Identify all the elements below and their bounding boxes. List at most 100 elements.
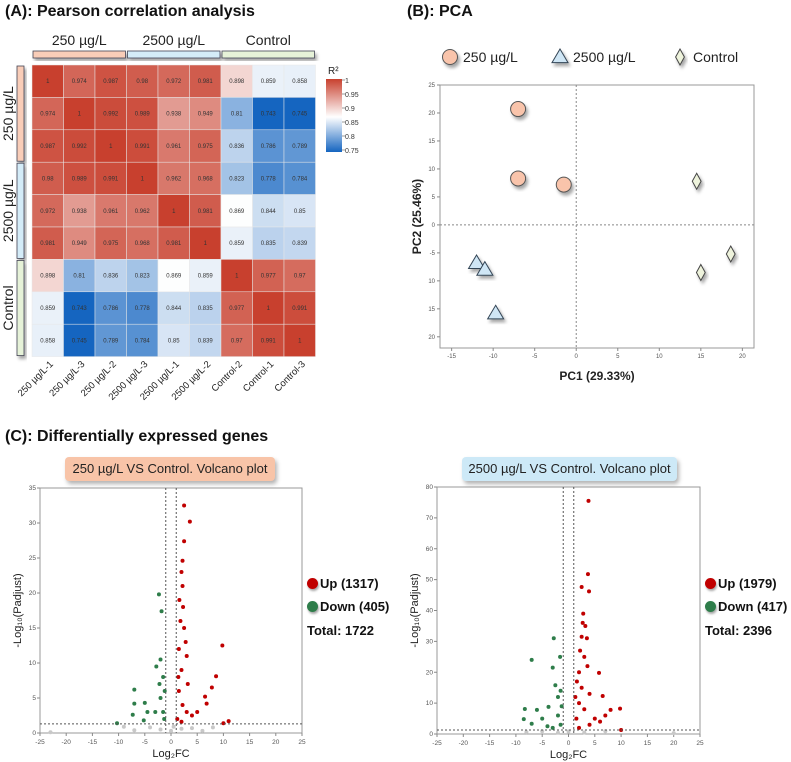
pca-y-tick-label: 20 xyxy=(428,335,435,341)
heatmap-cell-value: 0.859 xyxy=(40,306,56,312)
heatmap-cell-value: 0.745 xyxy=(72,338,88,344)
volcano-point xyxy=(579,585,584,590)
heatmap-cell-value: 0.98 xyxy=(136,79,148,85)
heatmap-cell xyxy=(157,129,190,163)
heatmap-cell-value: 0.949 xyxy=(198,112,214,118)
volcano-point xyxy=(585,572,590,577)
volcano-x-tick-label: 20 xyxy=(272,739,280,746)
pca-point-diamond xyxy=(695,263,706,282)
volcano-point xyxy=(579,685,584,690)
heatmap-cell xyxy=(283,226,316,260)
volcano-point xyxy=(179,570,184,574)
colorbar-title: R² xyxy=(328,66,339,77)
down-dot-icon xyxy=(705,601,716,612)
volcano-y-tick-label: 10 xyxy=(29,660,37,667)
up-dot-icon xyxy=(307,578,318,589)
heatmap-cell-value: 0.968 xyxy=(198,176,214,182)
legend-label: Down (405) xyxy=(320,599,390,614)
heatmap-group-bar xyxy=(32,50,126,59)
heatmap-cell-value: 0.938 xyxy=(166,112,182,118)
heatmap-cell xyxy=(252,161,285,195)
volcano-plot-area xyxy=(39,487,303,734)
volcano-point xyxy=(577,725,582,730)
pca-point-diamond xyxy=(691,172,702,191)
volcano-point xyxy=(587,691,592,696)
volcano-x-tick-label: -10 xyxy=(114,739,124,746)
pca-legend-label: 2500 µg/L xyxy=(573,49,636,65)
volcano-x-tick-label: 20 xyxy=(670,740,678,747)
heatmap-cell-value: 0.977 xyxy=(261,274,277,280)
heatmap-cell-value: 0.743 xyxy=(261,112,277,118)
heatmap-cell xyxy=(157,161,190,195)
heatmap-cell xyxy=(126,97,159,131)
heatmap-cell-value: 0.991 xyxy=(135,144,151,150)
pca-x-tick-label: 15 xyxy=(697,354,704,360)
volcano-point xyxy=(608,707,613,712)
volcano-y-tick-label: 35 xyxy=(29,485,37,492)
volcano-1-total: Total: 1722 xyxy=(307,623,374,638)
heatmap-column-label: Control-1 xyxy=(241,359,276,394)
volcano-point xyxy=(176,647,181,651)
volcano-point xyxy=(209,685,214,690)
volcano-point xyxy=(162,717,167,721)
heatmap-cell-value: 0.975 xyxy=(198,144,214,150)
heatmap-cell-value: 0.81 xyxy=(231,112,243,118)
volcano-point xyxy=(578,648,583,653)
pca-legend-marker-triangle xyxy=(551,48,569,64)
heatmap-cell-value: 0.789 xyxy=(292,144,308,150)
heatmap-cell-value: 0.97 xyxy=(294,274,306,280)
heatmap-group-bar xyxy=(221,50,315,59)
heatmap-cell-value: 0.987 xyxy=(103,79,119,85)
volcano-point xyxy=(598,719,603,724)
heatmap-cell xyxy=(189,129,222,163)
heatmap-cell xyxy=(252,226,285,260)
heatmap-cell xyxy=(94,226,127,260)
volcano-x-tick-label: -20 xyxy=(61,739,71,746)
volcano-point xyxy=(132,728,137,733)
pca-x-tick-label: 10 xyxy=(656,354,663,360)
volcano-point xyxy=(574,679,579,684)
heatmap-cell-value: 0.975 xyxy=(103,241,119,247)
volcano-y-tick-label: 0 xyxy=(429,731,433,738)
legend-label: Down (417) xyxy=(718,599,788,614)
heatmap-cell-value: 0.835 xyxy=(261,241,277,247)
heatmap-cell-value: 0.98 xyxy=(42,176,54,182)
volcano-point xyxy=(220,643,225,648)
volcano-x-tick-label: 5 xyxy=(593,740,597,747)
heatmap-cell xyxy=(283,259,316,293)
volcano-x-tick-label: -15 xyxy=(485,740,495,747)
volcano-point xyxy=(132,687,137,692)
heatmap-cell xyxy=(252,129,285,163)
volcano-point xyxy=(214,674,219,679)
heatmap-cell xyxy=(189,194,222,228)
heatmap-column-label: Control-2 xyxy=(209,359,244,394)
volcano-point xyxy=(671,731,676,736)
volcano-2-legend-up: Up (1979) xyxy=(705,576,777,591)
volcano-point xyxy=(600,694,605,699)
volcano-2-total: Total: 2396 xyxy=(705,623,772,638)
volcano-point xyxy=(555,694,560,699)
volcano-point xyxy=(184,654,189,658)
heatmap-cell-value: 1 xyxy=(172,209,176,215)
volcano-point xyxy=(555,730,560,735)
volcano-point xyxy=(181,605,186,609)
heatmap-cell-value: 1 xyxy=(46,79,50,85)
heatmap-cell-value: 0.991 xyxy=(103,176,119,182)
volcano-y-axis-title: -Log₁₀(Padjust) xyxy=(12,573,24,647)
heatmap-row-group-label: 250 µg/L xyxy=(0,86,16,141)
heatmap-cell xyxy=(31,161,64,195)
volcano-2-title: 2500 µg/L VS Control. Volcano plot xyxy=(462,457,677,481)
heatmap-cell xyxy=(94,194,127,228)
volcano-point xyxy=(534,707,539,712)
volcano-point xyxy=(582,654,587,659)
heatmap-cell xyxy=(157,226,190,260)
pca-legend-label: 250 µg/L xyxy=(463,49,518,65)
volcano-x-tick-label: -15 xyxy=(88,739,98,746)
heatmap-cell-value: 0.869 xyxy=(229,209,245,215)
volcano-point xyxy=(195,710,200,714)
volcano-point xyxy=(545,724,550,729)
volcano-x-tick-label: 0 xyxy=(169,739,173,746)
volcano-point xyxy=(577,670,582,675)
volcano-y-tick-label: 0 xyxy=(32,730,36,737)
volcano-x-axis-title: Log₂FC xyxy=(152,748,189,760)
